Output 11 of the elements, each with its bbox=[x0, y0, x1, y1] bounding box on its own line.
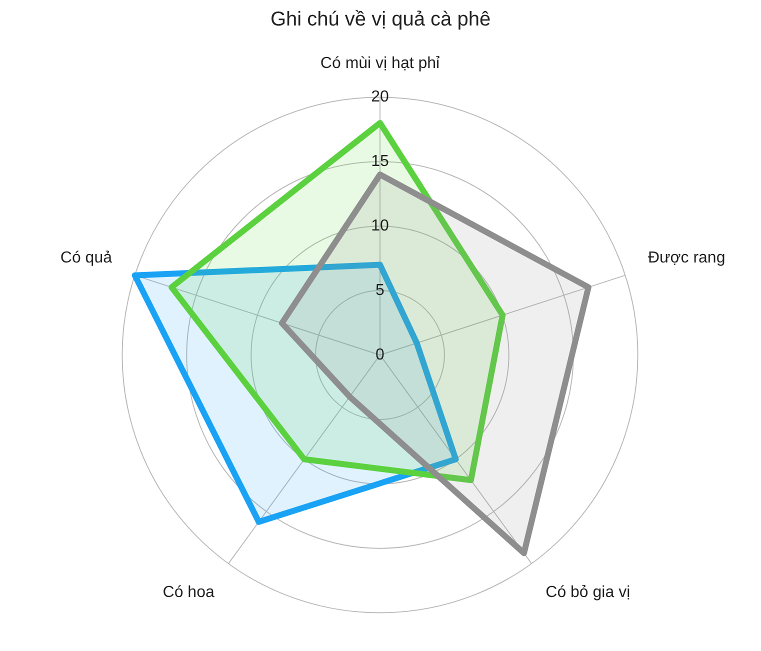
spoke-label: Có mùi vị hạt phỉ bbox=[320, 55, 440, 72]
y-tick-label: 0 bbox=[376, 346, 385, 364]
y-tick-label: 10 bbox=[371, 218, 389, 235]
y-tick-label: 20 bbox=[371, 88, 389, 106]
y-tick-label: 5 bbox=[376, 282, 385, 299]
spoke-label: Có bỏ gia vị bbox=[546, 584, 630, 601]
spoke-label: Có hoa bbox=[162, 584, 214, 601]
y-tick-label: 15 bbox=[371, 153, 389, 170]
spoke-label: Được rang bbox=[648, 250, 726, 267]
chart-title: Ghi chú về vị quả cà phê bbox=[270, 8, 491, 31]
spoke-label: Có quả bbox=[60, 250, 112, 267]
